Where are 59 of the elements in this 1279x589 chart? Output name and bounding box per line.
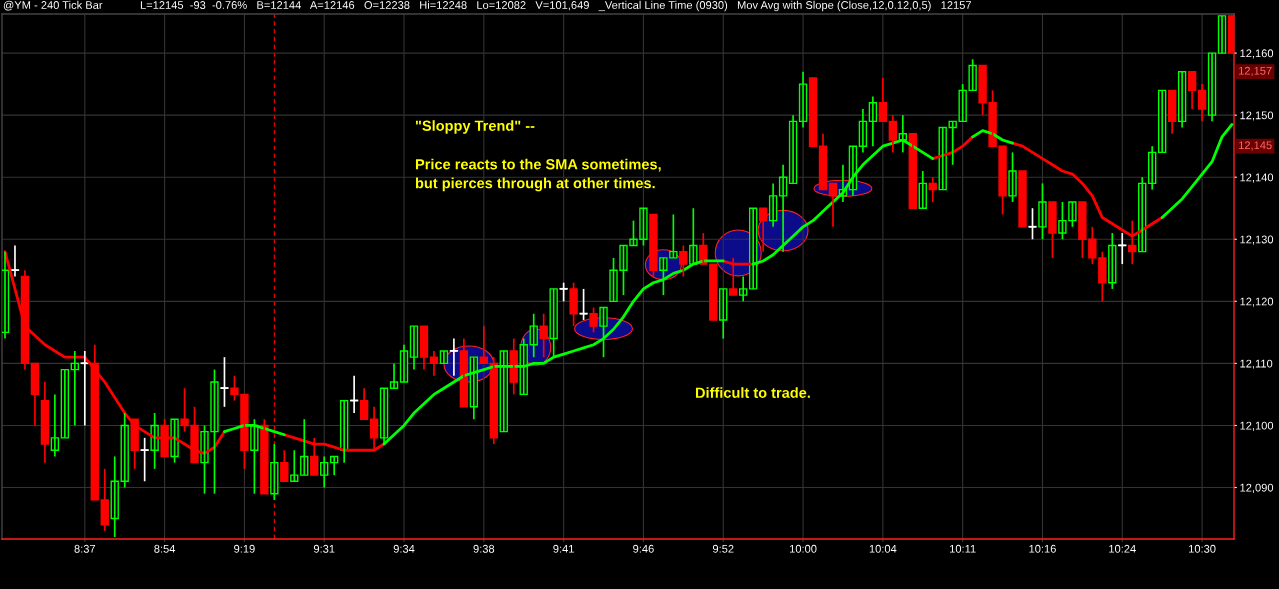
y-tick-label: 12,120 [1240,297,1274,307]
x-tick-label: 8:37 [74,544,96,553]
candlestick [649,213,658,278]
candlestick [748,207,758,290]
x-tick-label: 9:31 [313,544,335,553]
candlestick [60,368,70,439]
chart-subtitle: L=12145 -93 -0.76% B=12144 A=12146 O=12238 Hi=12248 Lo=12082 V=101,649 _Vertical Line Time (0930) Mov Avg with Slope (Close,12,0.12,0,5) 12157 [140,0,971,12]
candlestick [220,356,229,408]
annotation: 12,157 [1239,66,1272,77]
x-tick-label: 10:16 [1029,544,1056,553]
candlestick [140,437,149,483]
y-tick-label: 12,090 [1240,483,1274,493]
x-tick-label: 9:38 [473,544,495,553]
candlestick [559,281,568,303]
candlestick [1217,15,1227,54]
candlestick [1038,182,1047,241]
x-tick-label: 10:04 [869,544,897,553]
x-tick-label: 10:24 [1109,544,1136,553]
y-tick-label: 12,140 [1240,173,1274,183]
x-tick-label: 9:46 [633,544,654,553]
x-tick-label: 10:30 [1189,544,1216,553]
candlestick [499,350,508,433]
candlestick [1008,151,1017,203]
annotation: "Sloppy Trend" -- [415,120,535,134]
candlestick [1048,201,1057,259]
x-tick-label: 9:19 [234,544,255,553]
x-tick-label: 9:34 [393,544,415,553]
annotation: 12,145 [1239,141,1272,151]
candlestick [549,288,558,359]
annotation: Difficult to trade. [695,387,810,398]
x-tick-label: 9:52 [712,544,734,553]
annotation: Price reacts to the SMA sometimes, but pierces through at other times. [415,158,661,192]
candlestick [1157,89,1167,154]
candlestick [599,306,608,359]
candlestick [10,244,20,278]
candlestick [260,418,269,495]
chart-title: @YM - 240 Tick Bar [3,0,103,11]
candlestick [1018,170,1027,228]
x-tick-label: 10:11 [950,544,976,553]
candlestick [349,374,359,414]
x-tick-label: 10:00 [790,544,817,553]
y-tick-label: 12,100 [1240,421,1274,431]
candlestick [439,350,449,365]
candlestick [270,443,279,501]
candlestick [808,77,818,147]
candlestick [1118,232,1127,265]
candlestick [569,281,578,327]
x-tick-label: 9:41 [553,544,574,553]
candlestick [449,337,459,377]
y-tick-label: 12,130 [1240,235,1274,245]
x-tick-label: 8:54 [154,544,176,553]
y-tick-label: 12,150 [1240,111,1274,121]
candlestick [1028,207,1037,241]
y-tick-label: 12,110 [1240,359,1273,369]
candlestick [679,244,688,278]
candlestick [589,306,598,334]
candlestick [709,263,718,321]
candlestick [80,350,89,427]
y-tick-label: 12,160 [1240,49,1274,59]
